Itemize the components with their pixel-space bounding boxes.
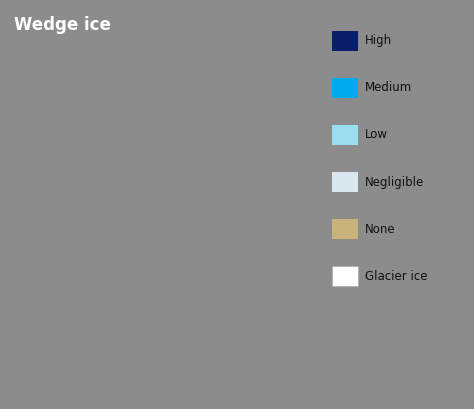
Bar (332, 78, 358, 98)
Text: Negligible: Negligible (365, 175, 424, 189)
Text: Glacier ice: Glacier ice (365, 270, 428, 283)
Bar (332, 125, 358, 145)
Bar (332, 31, 358, 51)
Text: Low: Low (365, 128, 388, 142)
Text: Wedge ice: Wedge ice (14, 16, 111, 34)
Bar (332, 172, 358, 192)
Text: None: None (365, 222, 396, 236)
Bar (332, 219, 358, 239)
Text: Medium: Medium (365, 81, 412, 94)
Text: High: High (365, 34, 392, 47)
Bar (332, 266, 358, 286)
